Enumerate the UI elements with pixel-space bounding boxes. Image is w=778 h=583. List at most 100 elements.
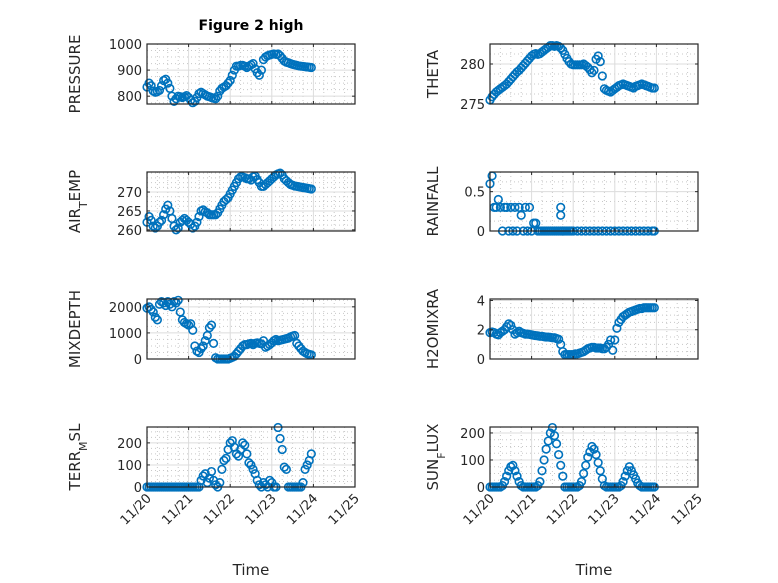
data-point xyxy=(206,466,217,477)
y-tick-label: 0.5 xyxy=(464,186,485,201)
data-point xyxy=(298,477,308,488)
data-point xyxy=(597,71,607,81)
x-tick-label: 11/22 xyxy=(544,491,581,528)
data-point xyxy=(581,460,591,470)
y-tick-label: 0 xyxy=(134,353,142,368)
data-point xyxy=(302,460,312,470)
y-tick-label: 0 xyxy=(477,225,485,240)
data-point xyxy=(206,320,217,330)
data-point xyxy=(595,56,605,67)
data-point xyxy=(173,295,183,305)
data-point xyxy=(277,444,287,455)
data-point xyxy=(246,460,256,470)
data-point xyxy=(198,341,208,351)
data-point xyxy=(608,345,618,355)
x-tick-label: 11/24 xyxy=(627,491,664,528)
data-point xyxy=(495,202,506,212)
x-axis-label: Time xyxy=(575,561,613,579)
data-point xyxy=(211,94,221,104)
data-point xyxy=(516,210,526,220)
data-point xyxy=(510,466,520,476)
data-point xyxy=(208,338,219,348)
data-point xyxy=(196,343,206,354)
x-tick-label: 11/25 xyxy=(326,491,363,528)
data-point xyxy=(221,453,231,463)
data-point xyxy=(589,65,599,75)
y-tick-label: 0 xyxy=(134,481,142,496)
y-tick-label: 2000 xyxy=(109,301,142,316)
y-tick-label: 280 xyxy=(460,58,485,73)
data-point xyxy=(603,339,614,349)
y-tick-label: 100 xyxy=(117,459,142,474)
data-point xyxy=(610,335,620,345)
data-point xyxy=(188,325,198,335)
axes-box xyxy=(489,171,699,232)
x-tick-label: 11/21 xyxy=(159,491,196,528)
y-tick-label: 200 xyxy=(117,437,142,452)
data-point xyxy=(242,449,252,459)
data-point xyxy=(506,320,516,330)
data-point xyxy=(558,471,568,481)
data-point xyxy=(300,464,310,474)
data-point xyxy=(248,464,258,474)
y-tick-label: 900 xyxy=(117,64,142,79)
data-point xyxy=(551,439,562,449)
data-point xyxy=(620,471,630,481)
y-axis-label: TERRMSL xyxy=(66,423,90,492)
data-point xyxy=(510,202,520,212)
data-point xyxy=(163,200,173,210)
data-point xyxy=(539,455,549,465)
data-point xyxy=(576,476,587,487)
data-point xyxy=(499,476,510,487)
data-point xyxy=(240,440,250,450)
data-point xyxy=(502,471,512,481)
axes-h2omixra: 0 2 4 H2OMIXRA xyxy=(424,288,699,369)
data-point xyxy=(223,78,233,88)
data-point xyxy=(144,78,154,88)
data-point xyxy=(248,58,258,69)
axes-pressure: 800 900 1000 PRESSURE xyxy=(66,35,356,113)
data-point xyxy=(154,217,165,227)
data-point xyxy=(589,444,599,454)
axes-sun_flux: 0 100 200 SUNFLUX 11/20 11/21 11/22 11/23 11/24 1… xyxy=(424,422,706,579)
data-point xyxy=(649,303,659,313)
data-point xyxy=(541,444,551,454)
data-point xyxy=(612,323,622,333)
data-point xyxy=(254,70,264,80)
x-tick-label: 11/23 xyxy=(243,491,280,528)
series-markers xyxy=(142,168,316,235)
axes-box xyxy=(146,43,356,105)
data-point xyxy=(583,452,593,462)
data-point xyxy=(219,455,229,466)
data-point xyxy=(244,458,254,468)
data-point xyxy=(279,462,289,472)
data-point xyxy=(556,210,566,220)
y-tick-label: 275 xyxy=(460,98,485,113)
data-point xyxy=(163,78,173,88)
data-point xyxy=(200,336,210,346)
data-point xyxy=(177,215,187,226)
data-point xyxy=(150,312,160,322)
data-point xyxy=(171,225,181,235)
axes-air_temp: 260 265 270 AIRTEMP xyxy=(66,168,356,239)
data-point xyxy=(549,431,560,441)
data-point xyxy=(227,70,237,80)
data-point xyxy=(524,202,535,212)
data-point xyxy=(265,475,275,485)
y-tick-label: 800 xyxy=(117,90,142,105)
y-axis-label: RAINFALL xyxy=(424,166,442,237)
axes-theta: 275 280 THETA xyxy=(424,40,699,113)
data-point xyxy=(156,215,167,226)
x-tick-label: 11/22 xyxy=(201,491,238,528)
data-point xyxy=(204,323,214,333)
y-tick-label: 4 xyxy=(477,294,485,309)
series-markers xyxy=(485,303,659,360)
x-tick-label: 11/25 xyxy=(669,491,706,528)
axes-box xyxy=(489,426,699,488)
data-point xyxy=(535,476,545,487)
data-point xyxy=(306,184,316,194)
data-point xyxy=(593,51,603,61)
data-point xyxy=(554,334,564,344)
y-tick-label: 0 xyxy=(477,353,485,368)
